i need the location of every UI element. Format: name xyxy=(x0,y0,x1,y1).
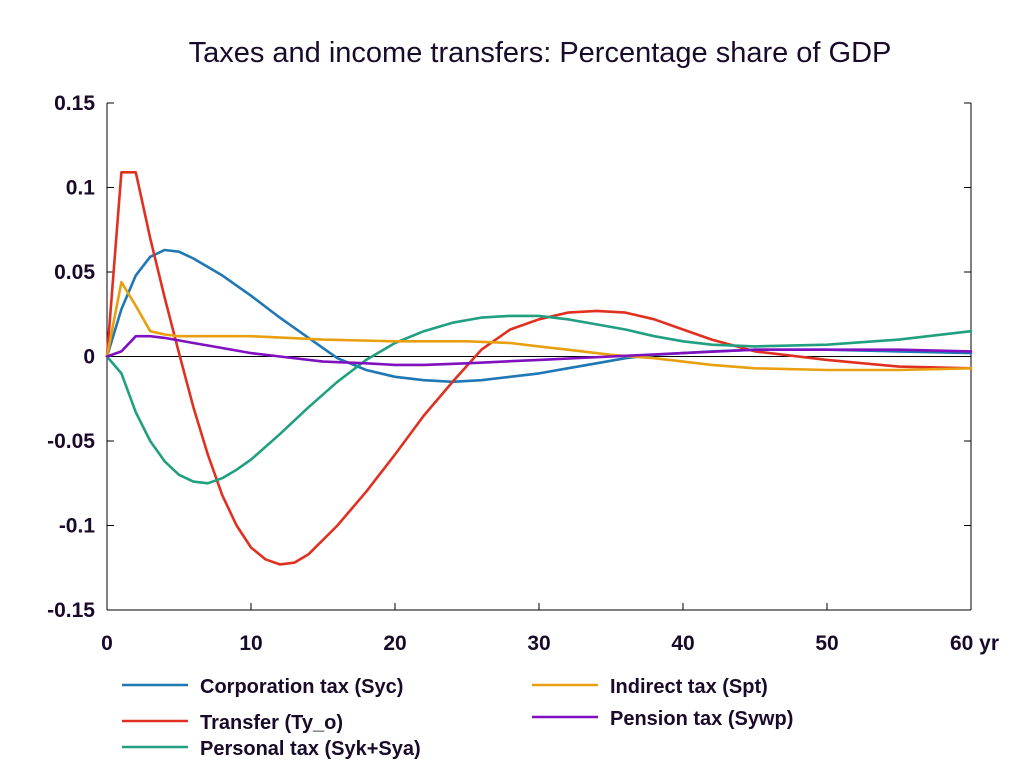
x-tick-label: 30 xyxy=(527,632,550,655)
y-axis: 0.15 0.1 0.05 0 -0.05 -0.1 -0.15 xyxy=(47,92,971,622)
y-tick-label: -0.15 xyxy=(47,599,95,622)
y-tick-label: 0.05 xyxy=(54,261,95,284)
series-line-2 xyxy=(105,314,973,485)
legend-item: Transfer (Ty_o) xyxy=(122,712,343,734)
x-axis: 0 10 20 30 40 50 60 yr xyxy=(101,603,999,655)
y-tick-label: 0.15 xyxy=(54,92,95,115)
legend-item: Indirect tax (Spt) xyxy=(532,676,768,698)
y-tick-label: -0.05 xyxy=(47,430,95,453)
x-tick-label: 0 xyxy=(101,632,113,655)
legend-label: Personal tax (Syk+Sya) xyxy=(200,738,421,760)
legend: Corporation tax (Syc) Transfer (Ty_o) Pers… xyxy=(122,676,793,760)
legend-item: Pension tax (Sywp) xyxy=(532,708,793,730)
plot-frame xyxy=(106,103,972,611)
x-tick-label: 10 xyxy=(239,632,262,655)
x-tick-label: 40 xyxy=(671,632,694,655)
series-lines xyxy=(105,171,973,566)
y-tick-label: 0 xyxy=(83,346,95,369)
x-tick-label: 60 yr xyxy=(950,632,999,655)
series-line-4 xyxy=(105,334,973,367)
series-line-3 xyxy=(105,280,973,372)
series-line-1 xyxy=(105,171,973,566)
x-tick-label: 50 xyxy=(815,632,838,655)
y-tick-label: 0.1 xyxy=(66,177,96,200)
chart-title: Taxes and income transfers: Percentage s… xyxy=(189,37,892,69)
legend-label: Pension tax (Sywp) xyxy=(610,708,793,730)
legend-item: Personal tax (Syk+Sya) xyxy=(122,738,421,760)
legend-label: Indirect tax (Spt) xyxy=(610,676,768,698)
legend-label: Corporation tax (Syc) xyxy=(200,676,403,698)
legend-label: Transfer (Ty_o) xyxy=(200,712,343,734)
x-tick-label: 20 xyxy=(383,632,406,655)
legend-item: Corporation tax (Syc) xyxy=(122,676,403,698)
y-tick-label: -0.1 xyxy=(59,515,96,538)
